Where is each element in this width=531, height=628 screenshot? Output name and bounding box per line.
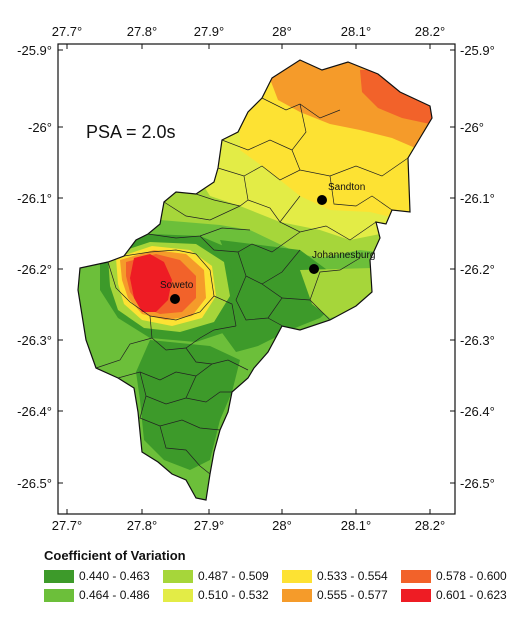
- legend-swatch: [282, 569, 312, 583]
- legend-label: 0.555 - 0.577: [317, 588, 388, 602]
- axis-ticks: [58, 44, 455, 514]
- johannesburg-marker: [309, 264, 319, 274]
- legend-swatch: [163, 569, 193, 583]
- legend-label: 0.510 - 0.532: [198, 588, 269, 602]
- legend-item: 0.555 - 0.577: [282, 588, 395, 602]
- lon-label-bottom: 28.2°: [415, 518, 446, 533]
- lat-label-right: -26.1°: [460, 191, 495, 206]
- lon-label-top: 28.2°: [415, 24, 446, 39]
- lon-label-top: 27.8°: [127, 24, 158, 39]
- legend-item: 0.578 - 0.600: [401, 569, 514, 583]
- legend-item: 0.510 - 0.532: [163, 588, 276, 602]
- sandton-marker: [317, 195, 327, 205]
- legend-title: Coefficient of Variation: [44, 548, 186, 563]
- zone-red-soweto: [130, 254, 172, 312]
- legend-swatch: [44, 588, 74, 602]
- legend-label: 0.578 - 0.600: [436, 569, 507, 583]
- lat-label-left: -26°: [28, 120, 52, 135]
- johannesburg-label: Johannesburg: [312, 250, 375, 261]
- lat-label-left: -26.1°: [17, 191, 52, 206]
- map-title: PSA = 2.0s: [86, 122, 176, 142]
- legend-swatch: [282, 588, 312, 602]
- lat-label-right: -26.2°: [460, 262, 495, 277]
- lat-label-left: -26.3°: [17, 333, 52, 348]
- ward-boundaries: [95, 97, 409, 475]
- lat-label-right: -26°: [460, 120, 484, 135]
- lon-label-bottom: 27.7°: [52, 518, 83, 533]
- legend-item: 0.440 - 0.463: [44, 569, 157, 583]
- lat-label-left: -26.4°: [17, 404, 52, 419]
- lon-label-bottom: 27.9°: [194, 518, 225, 533]
- lon-label-bottom: 28.1°: [341, 518, 372, 533]
- soweto-label: Soweto: [160, 280, 194, 291]
- lat-label-left: -26.2°: [17, 262, 52, 277]
- legend-label: 0.533 - 0.554: [317, 569, 388, 583]
- legend-item: 0.601 - 0.623: [401, 588, 514, 602]
- lon-label-top: 27.9°: [194, 24, 225, 39]
- lat-label-left: -26.5°: [17, 476, 52, 491]
- lat-label-left: -25.9°: [17, 43, 52, 58]
- legend-label: 0.601 - 0.623: [436, 588, 507, 602]
- lat-label-right: -26.4°: [460, 404, 495, 419]
- legend-swatch: [401, 569, 431, 583]
- map-figure: Sandton Johannesburg Soweto PSA = 2.0s 2…: [17, 24, 495, 533]
- lon-label-top: 28.1°: [341, 24, 372, 39]
- lon-label-bottom: 28°: [272, 518, 292, 533]
- zone-dark-green-south: [136, 340, 240, 470]
- soweto-marker: [170, 294, 180, 304]
- sandton-label: Sandton: [328, 182, 365, 193]
- legend-label: 0.440 - 0.463: [79, 569, 150, 583]
- axis-labels: 27.7° 27.7° 27.8° 27.8° 27.9° 27.9° 28° 28° 28.1…: [17, 24, 495, 533]
- legend-item: 0.533 - 0.554: [282, 569, 395, 583]
- zone-light-green-east: [300, 268, 372, 318]
- legend-grid: 0.440 - 0.463 0.487 - 0.509 0.533 - 0.554 0…: [44, 569, 514, 602]
- lon-label-top: 27.7°: [52, 24, 83, 39]
- lat-label-right: -25.9°: [460, 43, 495, 58]
- legend-label: 0.487 - 0.509: [198, 569, 269, 583]
- legend-item: 0.464 - 0.486: [44, 588, 157, 602]
- legend-swatch: [44, 569, 74, 583]
- lat-label-right: -26.5°: [460, 476, 495, 491]
- lon-label-top: 28°: [272, 24, 292, 39]
- lon-label-bottom: 27.8°: [127, 518, 158, 533]
- legend: Coefficient of Variation 0.440 - 0.463 0.…: [44, 548, 514, 602]
- legend-item: 0.487 - 0.509: [163, 569, 276, 583]
- zone-orange-red-ne: [360, 70, 432, 130]
- lat-label-right: -26.3°: [460, 333, 495, 348]
- legend-swatch: [163, 588, 193, 602]
- legend-swatch: [401, 588, 431, 602]
- legend-label: 0.464 - 0.486: [79, 588, 150, 602]
